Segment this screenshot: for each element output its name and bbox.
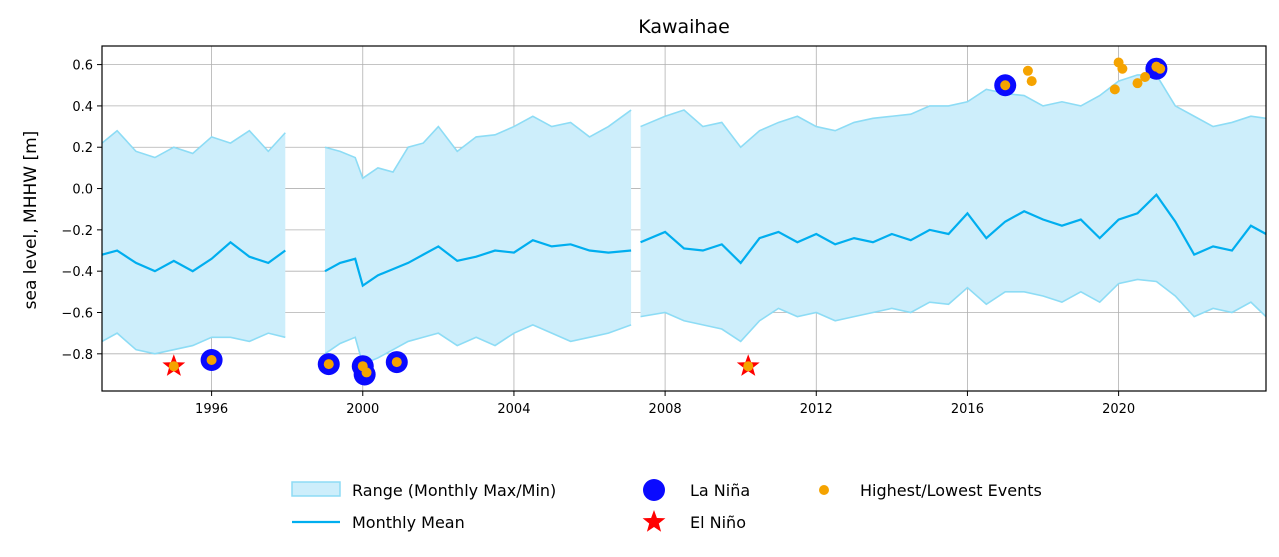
range-min-line [640,278,1267,343]
legend-events-swatch [819,485,829,495]
legend-label: Monthly Mean [352,513,465,532]
event-marker [1022,65,1033,76]
event-marker [1026,76,1037,87]
legend-label: El Niño [690,513,746,532]
monthly-mean-lines [101,193,1267,288]
legend-el-nino-swatch [642,510,666,532]
y-tick-label: 0.6 [72,59,93,74]
range-band [324,110,632,365]
range-max-line [324,109,632,180]
range-min-line [101,332,286,355]
y-axis-label: sea level, MHHW [m] [21,131,41,310]
y-tick-label: −0.4 [61,265,93,280]
y-tick-label: 0.2 [72,141,93,156]
monthly-mean-line [101,240,286,273]
event-marker [391,357,402,368]
y-tick-label: −0.6 [61,306,93,321]
range-max-line [101,129,286,159]
chart-title: Kawaihae [638,16,730,38]
event-marker [743,361,754,372]
plot-frame [101,45,1267,392]
y-tick-label: 0.4 [72,100,93,115]
event-marker [361,367,372,378]
legend-label: Range (Monthly Max/Min) [352,481,556,500]
legend-la-nina-swatch [643,479,665,501]
monthly-mean-line [324,238,632,288]
x-axis-ticks: 1996 2000 2004 2008 2012 2016 2020 [195,391,1135,417]
monthly-mean-line [640,193,1267,265]
event-marker [1132,78,1143,89]
x-tick-label: 2004 [497,402,530,417]
legend: Range (Monthly Max/Min) Monthly Mean La Ni… [291,479,1042,532]
range-bands [101,74,1267,366]
legend-label: La Niña [690,481,750,500]
event-marker [206,355,217,366]
legend-range-swatch [291,481,341,497]
x-tick-label: 2012 [800,402,833,417]
x-tick-label: 2000 [346,402,379,417]
y-tick-label: −0.8 [61,348,93,363]
y-tick-label: 0.0 [72,183,93,198]
x-tick-label: 2020 [1102,402,1135,417]
event-marker [323,359,334,370]
event-marker [1140,71,1151,82]
event-marker [1000,80,1011,91]
y-axis-ticks: 0.6 0.4 0.2 0.0 −0.2 −0.4 −0.6 −0.8 [61,59,102,363]
legend-label: Highest/Lowest Events [860,481,1042,500]
range-band [102,130,286,354]
event-marker [1155,63,1166,74]
event-marker [168,361,179,372]
x-tick-label: 2008 [649,402,682,417]
range-max-line [640,74,1267,149]
el-nino-markers [162,354,760,376]
event-marker [1109,84,1120,95]
x-tick-label: 2016 [951,402,984,417]
event-markers [168,57,1166,378]
range-band [640,74,1266,342]
x-tick-label: 1996 [195,402,228,417]
event-marker [1117,63,1128,74]
y-tick-label: −0.2 [61,224,93,239]
